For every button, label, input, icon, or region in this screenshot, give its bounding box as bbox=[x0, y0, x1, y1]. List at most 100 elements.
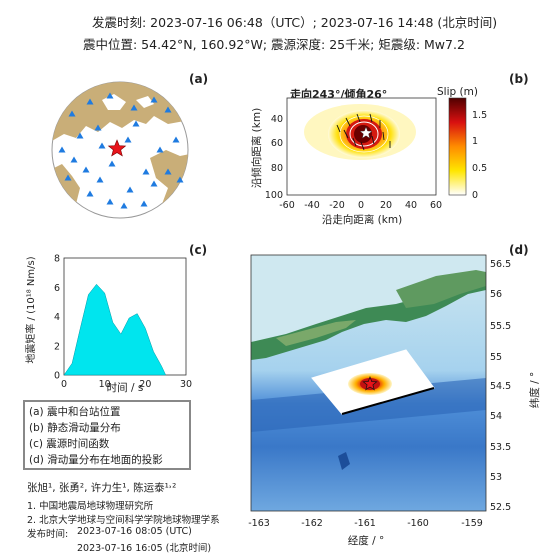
station-triangle-icon bbox=[156, 146, 164, 153]
stf-y-label: 地震矩率 / (10¹⁸ Nm/s) bbox=[24, 256, 37, 363]
station-triangle-icon bbox=[120, 202, 128, 209]
colorbar-ticks: 1.5 1 0.5 0 bbox=[472, 110, 487, 201]
epicenter-line: 震中位置: 54.42°N, 160.92°W; 震源深度: 25千米; 矩震级… bbox=[83, 37, 465, 52]
map-y-label: 纬度 / ° bbox=[528, 372, 541, 408]
legend-item: (b) 静态滑动量分布 bbox=[29, 422, 121, 434]
map-ytick: 52.5 bbox=[490, 502, 511, 513]
station-globe bbox=[51, 81, 189, 219]
station-triangle-icon bbox=[124, 136, 132, 143]
station-triangle-icon bbox=[94, 124, 102, 131]
station-triangle-icon bbox=[108, 160, 116, 167]
stf-xtick: 30 bbox=[180, 379, 192, 390]
map-ytick: 55.5 bbox=[490, 321, 511, 332]
epicenter-star-icon bbox=[362, 376, 378, 391]
map-xtick: -161 bbox=[354, 518, 376, 529]
station-triangle-icon bbox=[82, 166, 90, 173]
slip-xtick: -20 bbox=[329, 200, 345, 211]
map-ytick: 53.5 bbox=[490, 442, 511, 453]
stf-ytick: 0 bbox=[54, 371, 60, 382]
epicenter-star-icon bbox=[107, 139, 127, 157]
stf-ytick: 4 bbox=[54, 312, 60, 323]
stf-area bbox=[63, 283, 167, 376]
station-triangle-icon bbox=[142, 168, 150, 175]
station-triangle-icon bbox=[176, 176, 184, 183]
station-triangle-icon bbox=[172, 136, 180, 143]
station-triangle-icon bbox=[106, 198, 114, 205]
slip-xtick: 40 bbox=[405, 200, 417, 211]
slip-ytick: 100 bbox=[265, 190, 283, 201]
colorbar-tick: 1 bbox=[472, 136, 478, 147]
slip-vectors bbox=[336, 113, 391, 151]
slip-ytick: 80 bbox=[271, 163, 283, 174]
station-triangle-icon bbox=[150, 180, 158, 187]
station-triangle-icon bbox=[106, 92, 114, 99]
stf-ytick: 6 bbox=[54, 283, 60, 294]
affiliation-2: 2. 北京大学地球与空间科学学院地球物理学系 bbox=[27, 515, 220, 526]
map-y-ticks: 56.5 56 55.5 55 54.5 54 53.5 53 52.5 bbox=[490, 259, 511, 513]
map-xtick: -159 bbox=[461, 518, 483, 529]
slip-y-ticks: 40 60 80 100 bbox=[265, 114, 283, 201]
panel-c-label: (c) bbox=[189, 243, 208, 257]
slip-xtick: -40 bbox=[304, 200, 320, 211]
map-x-label: 经度 / ° bbox=[348, 534, 384, 547]
publish-label: 发布时间: bbox=[27, 529, 69, 540]
colorbar-tick: 1.5 bbox=[472, 110, 487, 121]
map-ytick: 54.5 bbox=[490, 381, 511, 392]
panel-b-label: (b) bbox=[509, 72, 529, 86]
affiliation-1: 1. 中国地震局地球物理研究所 bbox=[27, 501, 154, 512]
station-triangle-icon bbox=[76, 132, 84, 139]
station-triangle-icon bbox=[86, 190, 94, 197]
colorbar-tick: 0.5 bbox=[472, 163, 487, 174]
panel-d-label: (d) bbox=[509, 243, 529, 257]
station-triangle-icon bbox=[164, 106, 172, 113]
station-triangle-icon bbox=[98, 142, 106, 149]
map-ytick: 55 bbox=[490, 352, 502, 363]
figure-legend: (a) 震中和台站位置 (b) 静态滑动量分布 (c) 震源时间函数 (d) 滑… bbox=[23, 400, 191, 470]
station-triangle-icon bbox=[70, 156, 78, 163]
slip-xtick: 60 bbox=[430, 200, 442, 211]
map-x-ticks: -163 -162 -161 -160 -159 bbox=[248, 518, 483, 529]
station-markers bbox=[58, 92, 184, 209]
map-xtick: -160 bbox=[407, 518, 429, 529]
station-triangle-icon bbox=[96, 176, 104, 183]
stf-xtick: 0 bbox=[61, 379, 67, 390]
slip-distribution-plot: -60 -40 -20 0 20 40 60 40 60 80 100 沿走向距… bbox=[250, 97, 487, 226]
map-xtick: -162 bbox=[301, 518, 323, 529]
station-triangle-icon bbox=[132, 120, 140, 127]
legend-item: (a) 震中和台站位置 bbox=[29, 406, 121, 418]
slip-colorbar bbox=[448, 97, 467, 196]
stf-xtick: 20 bbox=[139, 379, 151, 390]
station-triangle-icon bbox=[68, 110, 76, 117]
publish-time-utc: 2023-07-16 08:05 (UTC) bbox=[77, 526, 192, 537]
station-triangle-icon bbox=[58, 146, 66, 153]
slip-xtick: 0 bbox=[358, 200, 364, 211]
map-ytick: 56 bbox=[490, 289, 502, 300]
map-ytick: 53 bbox=[490, 472, 502, 483]
legend-item: (c) 震源时间函数 bbox=[29, 438, 110, 450]
legend-item: (d) 滑动量分布在地面的投影 bbox=[29, 454, 163, 466]
slip-xtick: 20 bbox=[380, 200, 392, 211]
slip-ytick: 60 bbox=[271, 138, 283, 149]
panel-a-label: (a) bbox=[189, 72, 209, 86]
slip-x-ticks: -60 -40 -20 0 20 40 60 bbox=[279, 200, 442, 211]
station-triangle-icon bbox=[86, 98, 94, 105]
map-xtick: -163 bbox=[248, 518, 270, 529]
slip-xtick: -60 bbox=[279, 200, 295, 211]
slip-projection-map: 56.5 56 55.5 55 54.5 54 53.5 53 52.5 -16… bbox=[248, 254, 541, 547]
source-time-function-chart: 0 10 20 30 0 2 4 6 8 地震矩率 / (10¹⁸ Nm/s) 时间 / s bbox=[24, 254, 192, 395]
stf-ytick: 8 bbox=[54, 254, 60, 265]
slip-x-label: 沿走向距离 (km) bbox=[322, 213, 402, 226]
station-triangle-icon bbox=[140, 200, 148, 207]
map-ytick: 54 bbox=[490, 411, 502, 422]
publish-time-beijing: 2023-07-16 16:05 (北京时间) bbox=[77, 543, 212, 554]
origin-time-line: 发震时刻: 2023-07-16 06:48（UTC）; 2023-07-16 … bbox=[92, 15, 498, 30]
station-triangle-icon bbox=[164, 168, 172, 175]
stf-x-label: 时间 / s bbox=[107, 381, 144, 394]
slip-ytick: 40 bbox=[271, 114, 283, 125]
station-triangle-icon bbox=[126, 186, 134, 193]
map-ytick: 56.5 bbox=[490, 259, 511, 270]
colorbar-tick: 0 bbox=[472, 190, 478, 201]
station-triangle-icon bbox=[64, 174, 72, 181]
station-triangle-icon bbox=[130, 104, 138, 111]
slip-y-label: 沿倾向距离 (km) bbox=[250, 108, 263, 188]
